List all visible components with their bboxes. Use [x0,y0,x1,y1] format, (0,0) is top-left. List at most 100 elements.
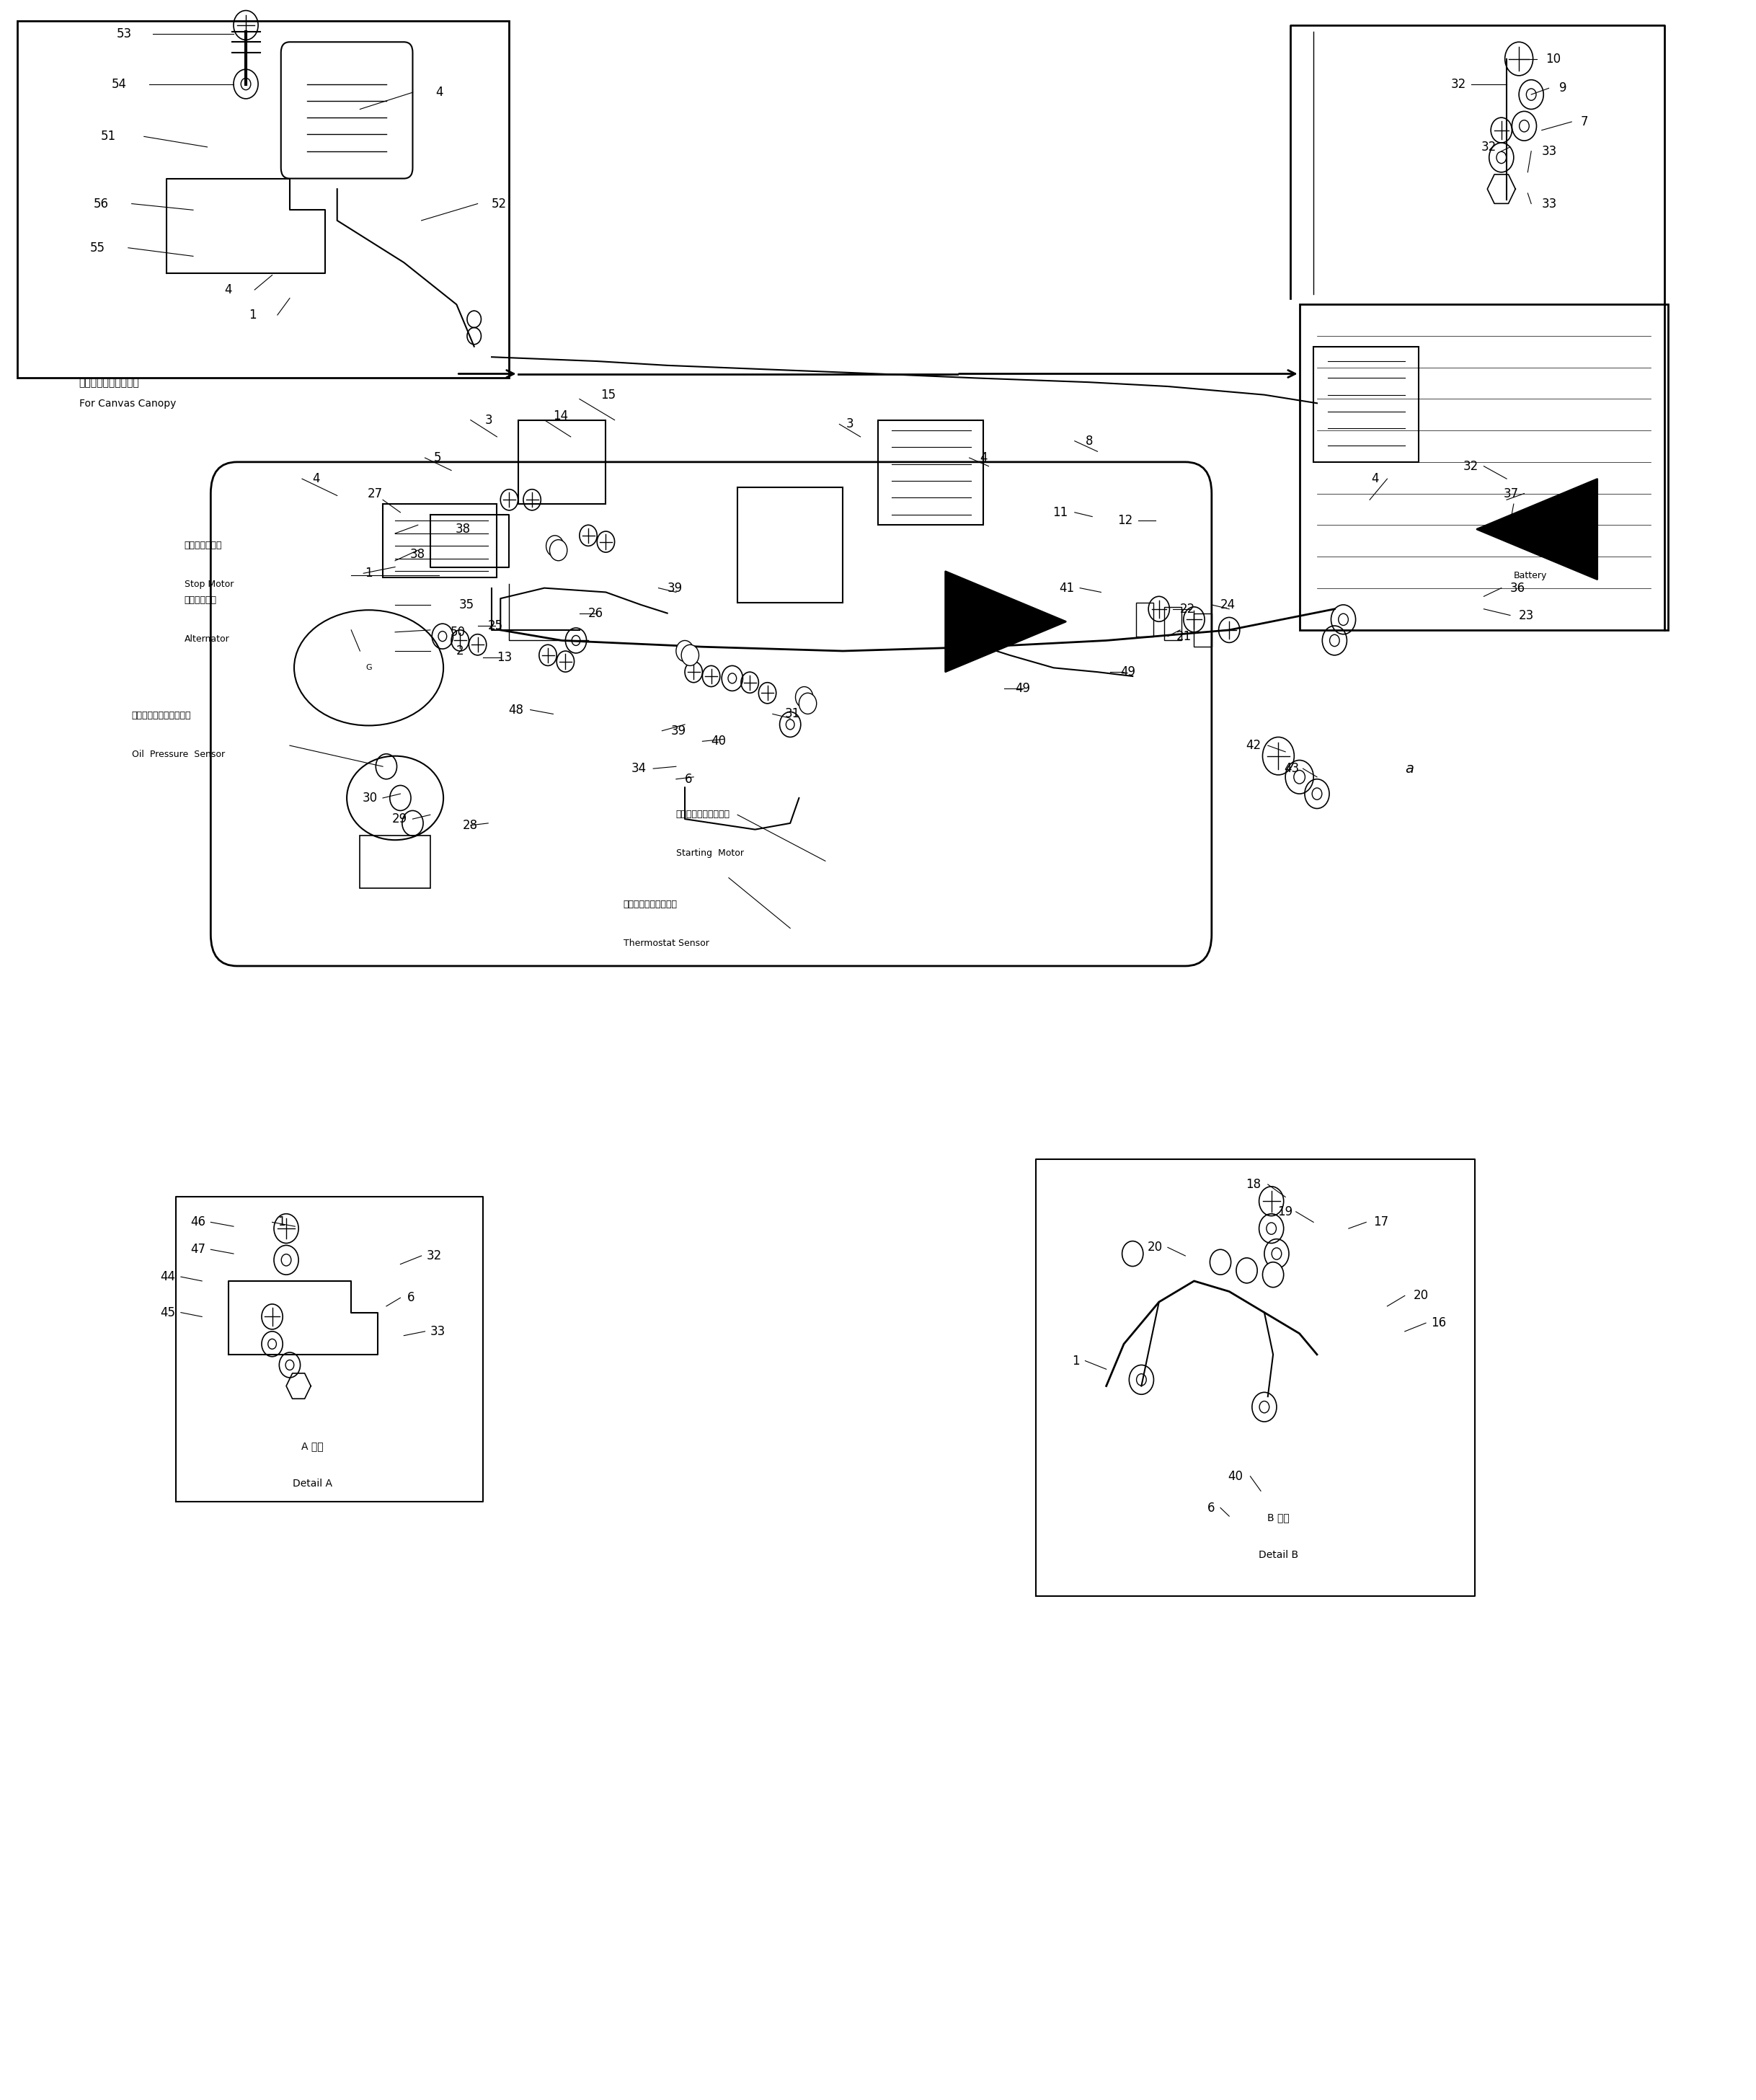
Text: 8: 8 [1085,435,1092,447]
Bar [383,504,497,578]
Text: a: a [966,598,975,611]
Text: 48: 48 [507,704,523,716]
Bar [878,420,983,525]
Bar [518,420,606,504]
Text: 20: 20 [1414,1289,1429,1302]
Circle shape [550,540,567,561]
Text: スターティングモータ: スターティングモータ [676,811,730,819]
Text: 2: 2 [457,645,464,657]
Text: 34: 34 [630,762,646,775]
Circle shape [1210,1250,1231,1275]
Text: Detail A: Detail A [293,1478,332,1489]
Bar [18,21,509,378]
Text: 39: 39 [671,724,687,737]
Text: 36: 36 [1510,582,1526,594]
Text: 31: 31 [785,708,801,720]
Text: A: A [1551,521,1565,538]
Circle shape [799,693,817,714]
Text: 45: 45 [160,1306,176,1319]
Circle shape [546,536,564,557]
Text: 4: 4 [1371,473,1378,485]
Text: 24: 24 [1220,598,1236,611]
Circle shape [681,645,699,666]
Text: Stop Motor: Stop Motor [184,580,234,588]
Text: 1: 1 [277,1216,284,1228]
Text: 47: 47 [190,1243,205,1256]
Text: Detail B: Detail B [1259,1550,1298,1560]
Text: 53: 53 [116,27,132,40]
Text: 6: 6 [685,773,692,785]
Text: 1: 1 [365,567,372,580]
Text: 23: 23 [1519,609,1535,622]
Text: A 詳細: A 詳細 [302,1441,323,1451]
Text: 32: 32 [427,1250,443,1262]
Text: オルタネータ: オルタネータ [184,596,216,605]
Text: 46: 46 [190,1216,205,1228]
Text: Starting  Motor: Starting Motor [676,848,745,857]
Bar [1299,304,1668,630]
Text: 6: 6 [407,1292,414,1304]
Text: 33: 33 [1542,145,1558,158]
Text: 4: 4 [980,452,987,464]
Text: 33: 33 [1542,197,1558,210]
Text: 51: 51 [100,130,116,143]
Text: キャンバスキャノピ用: キャンバスキャノピ用 [79,378,139,389]
Text: 7: 7 [1580,116,1587,128]
Text: 28: 28 [462,819,478,832]
Text: 13: 13 [497,651,513,664]
Text: 29: 29 [392,813,407,825]
Text: 26: 26 [588,607,604,620]
Text: 19: 19 [1277,1205,1292,1218]
Text: 33: 33 [430,1325,446,1338]
Text: Thermostat Sensor: Thermostat Sensor [623,939,709,947]
Text: 44: 44 [160,1270,176,1283]
Text: 25: 25 [488,620,504,632]
Text: 16: 16 [1431,1317,1447,1329]
Text: 35: 35 [458,598,474,611]
Text: 4: 4 [435,86,443,99]
Text: 40: 40 [711,735,727,748]
Text: 14: 14 [553,410,569,422]
Bar [1136,603,1154,636]
Bar [1194,613,1212,647]
Text: 32: 32 [1450,78,1466,90]
Text: 20: 20 [1147,1241,1162,1254]
Text: 15: 15 [601,388,616,401]
Text: 1: 1 [1073,1354,1080,1367]
Text: 52: 52 [492,197,507,210]
Text: G: G [365,664,372,672]
Text: 6: 6 [1208,1502,1215,1514]
Text: オイルプレッシャセンサ: オイルプレッシャセンサ [132,712,191,720]
Circle shape [795,687,813,708]
Text: 11: 11 [1052,506,1068,519]
Text: 39: 39 [667,582,683,594]
Text: B 詳細: B 詳細 [1268,1512,1289,1523]
Text: 4: 4 [313,473,320,485]
Bar [1164,607,1182,640]
Text: 30: 30 [362,792,378,804]
Text: 9: 9 [1559,82,1566,94]
Text: 32: 32 [1463,460,1479,473]
Text: 3: 3 [846,418,853,430]
Text: 1: 1 [249,309,256,321]
Text: ストップモータ: ストップモータ [184,542,223,550]
Text: サーモスタットセンサ: サーモスタットセンサ [623,901,678,909]
Text: 3: 3 [485,414,492,426]
Circle shape [1122,1241,1143,1266]
Text: バッテリ: バッテリ [1514,533,1535,542]
Text: 21: 21 [1177,630,1192,643]
Text: 17: 17 [1373,1216,1389,1228]
Text: 49: 49 [1120,666,1136,678]
Text: 43: 43 [1284,762,1299,775]
Bar [1313,347,1419,462]
Text: 38: 38 [455,523,471,536]
Text: Battery: Battery [1514,571,1547,580]
Text: 41: 41 [1059,582,1075,594]
Text: Alternator: Alternator [184,634,230,643]
Text: 49: 49 [1015,682,1031,695]
Text: 4: 4 [225,284,232,296]
Text: 50: 50 [450,626,465,638]
Text: 5: 5 [434,452,441,464]
Text: 55: 55 [90,242,105,254]
Circle shape [676,640,694,662]
